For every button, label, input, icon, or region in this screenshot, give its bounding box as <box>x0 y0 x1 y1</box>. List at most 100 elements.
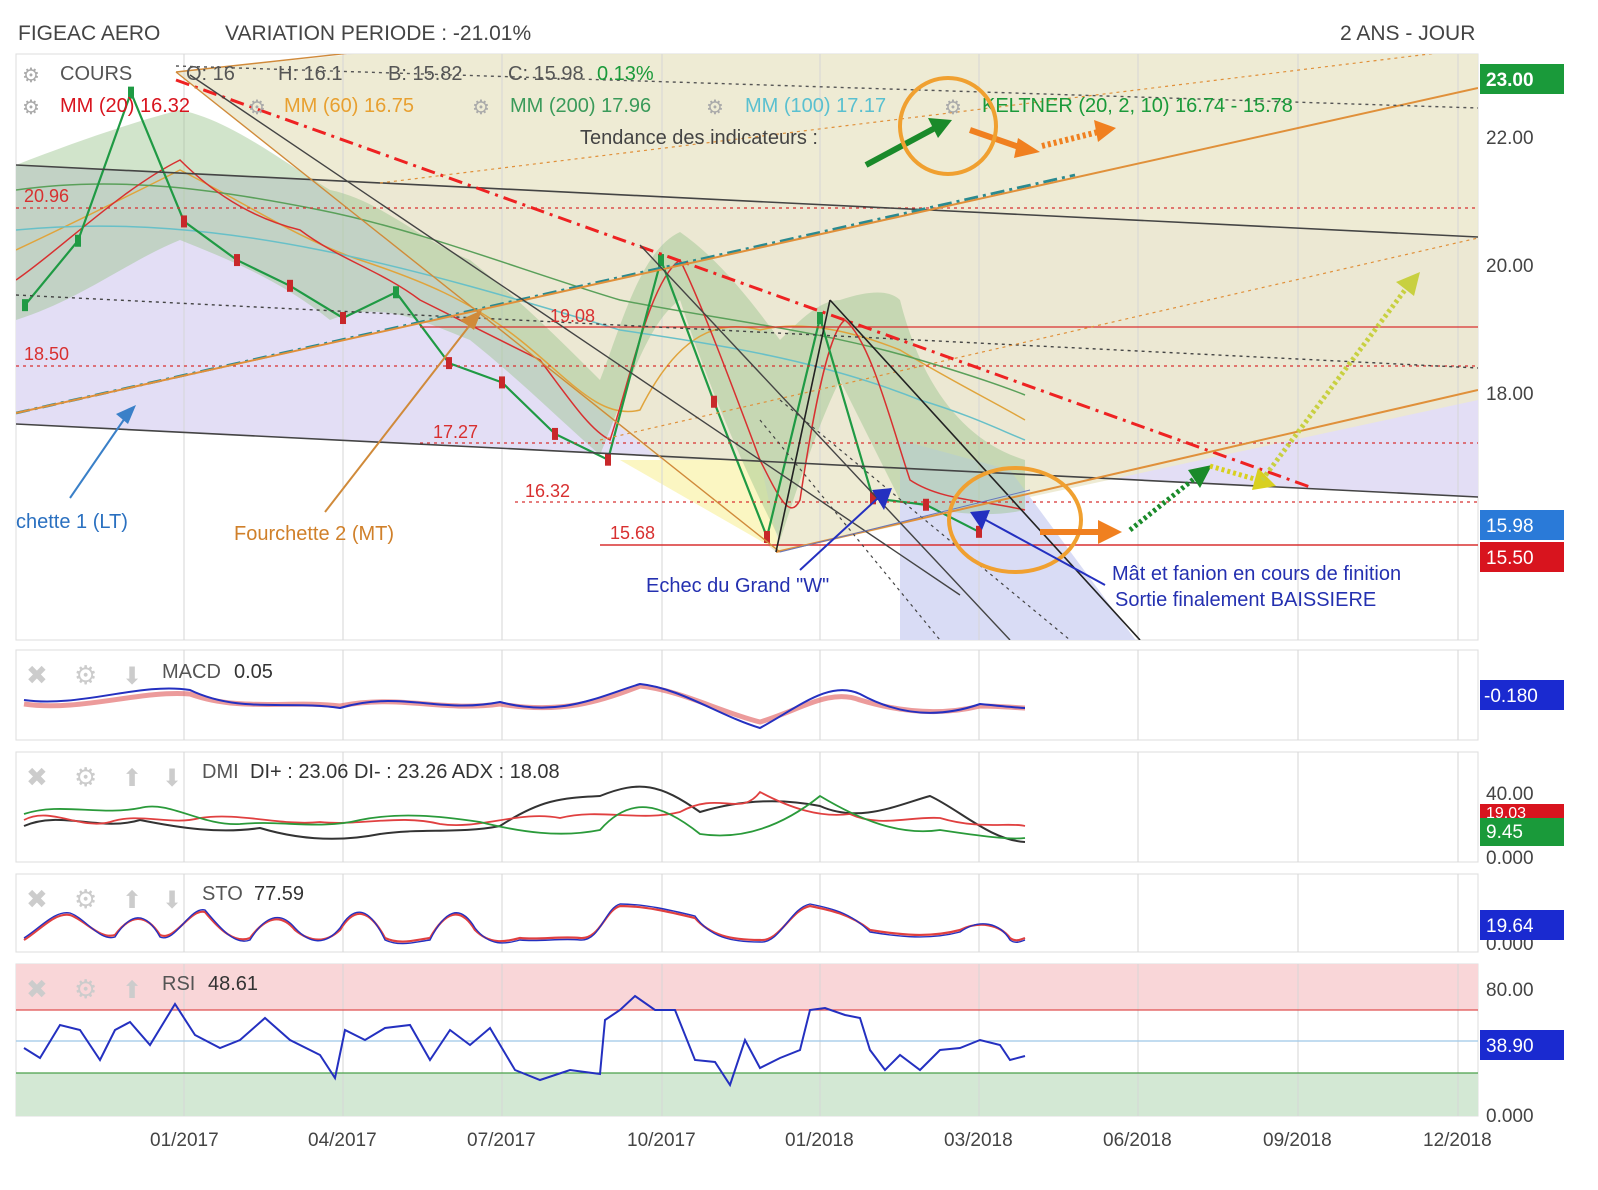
close-value: C: 15.98 <box>508 63 584 85</box>
period-label[interactable]: 2 ANS - JOUR <box>1340 22 1476 45</box>
annotation-mat-2: Sortie finalement BAISSIERE <box>1115 589 1376 611</box>
candle <box>499 376 505 389</box>
badge-top <box>1480 64 1564 94</box>
open-value: O: 16 <box>186 63 235 85</box>
keltner-label: KELTNER (20, 2, 10) 16.74 - 15.78 <box>982 95 1293 117</box>
annotation-fourchette1: chette 1 (LT) <box>16 511 128 533</box>
rsi-badge <box>1480 1030 1564 1060</box>
badge-support <box>1480 542 1564 572</box>
variation-label: VARIATION PERIODE : -21.01% <box>225 22 532 45</box>
symbol-title: FIGEAC AERO <box>18 22 161 45</box>
gear-icon[interactable]: ⚙ <box>22 97 40 119</box>
x-tick: 07/2017 <box>467 1130 536 1151</box>
x-tick: 12/2018 <box>1423 1130 1492 1151</box>
dmi-panel: ✖ ⚙ ⬆ ⬇ DMI DI+ : 23.06 DI- : 23.26 ADX … <box>15 751 1564 869</box>
dmi-values: DI+ : 23.06 DI- : 23.26 ADX : 18.08 <box>250 761 560 783</box>
x-tick: 04/2017 <box>308 1130 377 1151</box>
y-tick: 18.00 <box>1486 384 1534 405</box>
candle <box>605 453 611 466</box>
cours-label: COURS <box>60 63 132 85</box>
dmi-label: DMI <box>202 761 239 783</box>
candle <box>128 86 134 99</box>
sto-value: 77.59 <box>254 883 304 905</box>
level-label: 20.96 <box>24 186 69 206</box>
mm20-label: MM (20) 16.32 <box>60 95 190 117</box>
gear-icon[interactable]: ⚙ <box>22 65 40 87</box>
rsi-panel: ✖ ⚙ ⬆ RSI 48.61 80.00 38.90 0.000 <box>15 963 1564 1127</box>
mm200-label: MM (200) 17.96 <box>510 95 651 117</box>
candles <box>22 86 982 543</box>
gear-icon[interactable]: ⚙ <box>706 97 724 119</box>
rsi-badge-text: 38.90 <box>1486 1036 1534 1057</box>
tendance-label: Tendance des indicateurs : <box>580 127 818 149</box>
y-tick: 20.00 <box>1486 256 1534 277</box>
x-tick: 10/2017 <box>627 1130 696 1151</box>
high-value: H: 16.1 <box>278 63 342 85</box>
candle <box>234 254 240 267</box>
candle <box>764 530 770 543</box>
candle <box>870 492 876 505</box>
sto-label: STO <box>202 883 243 905</box>
dmi-badge-green-text: 9.45 <box>1486 822 1523 843</box>
candle <box>976 525 982 538</box>
sto-panel: ✖ ⚙ ⬆ ⬇ STO 77.59 0.000 19.64 <box>15 873 1564 955</box>
x-tick: 01/2017 <box>150 1130 219 1151</box>
macd-value: 0.05 <box>234 661 273 683</box>
badge-last-text: 15.98 <box>1486 516 1534 537</box>
candle <box>287 279 293 292</box>
level-label: 19.08 <box>550 306 595 326</box>
gear-icon[interactable]: ⚙ <box>74 884 97 914</box>
arrow-up-icon[interactable]: ⬆ <box>122 977 142 1004</box>
arrow-down-icon[interactable]: ⬇ <box>122 663 142 690</box>
candle <box>658 254 664 267</box>
annotation-mat-1: Mât et fanion en cours de finition <box>1112 563 1401 585</box>
gear-icon[interactable]: ⚙ <box>74 660 97 690</box>
candle <box>181 215 187 228</box>
candle <box>923 498 929 511</box>
gear-icon[interactable]: ⚙ <box>74 762 97 792</box>
arrow-down-icon[interactable]: ⬇ <box>162 765 182 792</box>
candle <box>75 234 81 247</box>
dmi-badge-red-text: 19.03 <box>1486 805 1526 822</box>
rsi-tick: 0.000 <box>1486 1106 1534 1127</box>
change-value: 0.13% <box>597 63 654 85</box>
badge-top-text: 23.00 <box>1486 70 1534 91</box>
x-axis: 01/2017 04/2017 07/2017 10/2017 01/2018 … <box>150 1130 1492 1151</box>
gear-icon[interactable]: ⚙ <box>74 974 97 1004</box>
annotation-fourchette2: Fourchette 2 (MT) <box>234 523 394 545</box>
macd-panel: ✖ ⚙ ⬇ MACD 0.05 -0.180 <box>15 649 1564 741</box>
x-tick: 01/2018 <box>785 1130 854 1151</box>
arrow-up-icon[interactable]: ⬆ <box>122 887 142 914</box>
annotation-echec: Echec du Grand "W" <box>646 575 829 597</box>
badge-support-text: 15.50 <box>1486 548 1534 569</box>
gear-icon[interactable]: ⚙ <box>944 97 962 119</box>
level-label: 17.27 <box>433 422 478 442</box>
y-tick: 22.00 <box>1486 128 1534 149</box>
gear-icon[interactable]: ⚙ <box>472 97 490 119</box>
rsi-label: RSI <box>162 973 195 995</box>
dmi-badge-green <box>1480 818 1564 846</box>
candle <box>817 312 823 325</box>
candle <box>552 427 558 440</box>
macd-badge <box>1480 680 1564 710</box>
mm60-label: MM (60) 16.75 <box>284 95 414 117</box>
arrow-down-icon[interactable]: ⬇ <box>162 887 182 914</box>
dmi-badge-red <box>1480 804 1564 818</box>
close-icon[interactable]: ✖ <box>26 884 48 914</box>
x-tick: 03/2018 <box>944 1130 1013 1151</box>
close-icon[interactable]: ✖ <box>26 660 48 690</box>
close-icon[interactable]: ✖ <box>26 974 48 1004</box>
arrow-up-icon[interactable]: ⬆ <box>122 765 142 792</box>
dmi-tick: 40.00 <box>1486 784 1534 805</box>
close-icon[interactable]: ✖ <box>26 762 48 792</box>
gear-icon[interactable]: ⚙ <box>248 97 266 119</box>
level-label: 16.32 <box>525 481 570 501</box>
x-tick: 09/2018 <box>1263 1130 1332 1151</box>
x-tick: 06/2018 <box>1103 1130 1172 1151</box>
rsi-tick: 80.00 <box>1486 980 1534 1001</box>
rsi-value: 48.61 <box>208 973 258 995</box>
badge-last <box>1480 510 1564 540</box>
macd-label: MACD <box>162 661 221 683</box>
candle <box>22 299 28 312</box>
